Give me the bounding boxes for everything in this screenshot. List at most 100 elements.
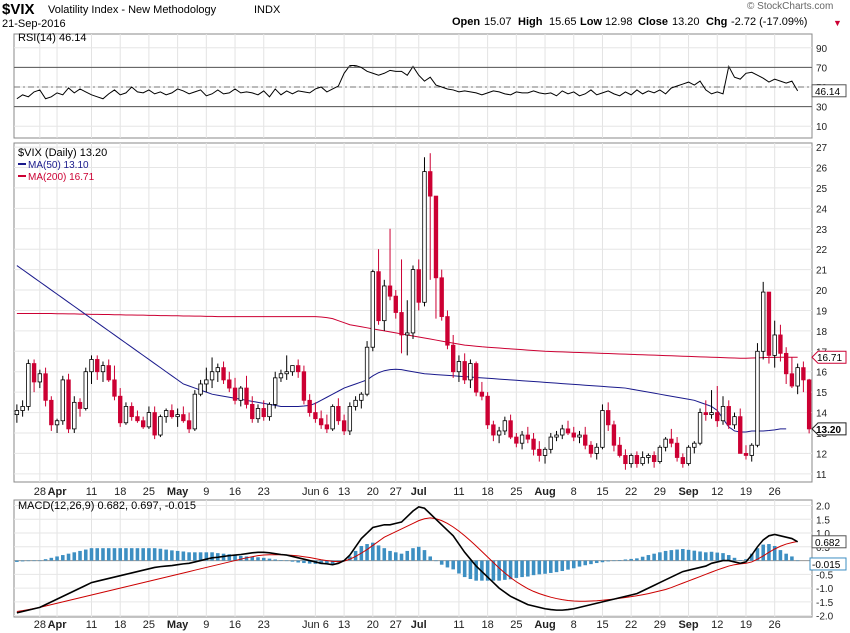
last-price-label: 13.20 <box>816 425 841 436</box>
candle-body <box>336 406 341 422</box>
candle-body <box>508 420 513 438</box>
candle-body <box>382 285 387 322</box>
candle-body <box>410 269 416 334</box>
macd-x-tick-label: Aug <box>534 619 555 631</box>
candle-body <box>565 428 571 434</box>
candle-body <box>738 416 743 454</box>
symbol: $VIX <box>2 1 35 18</box>
macd-x-tick-label: 25 <box>143 619 155 631</box>
candle-body <box>617 444 622 456</box>
macd-histogram-bar <box>640 556 645 561</box>
open-label: Open <box>452 16 481 28</box>
exchange: INDX <box>254 4 281 16</box>
macd-histogram-bar <box>761 544 765 561</box>
candle-body <box>112 379 117 397</box>
macd-histogram-bar <box>571 560 576 569</box>
candle-body <box>525 434 530 440</box>
macd-histogram-bar <box>468 560 473 580</box>
candle-body <box>227 379 232 389</box>
candle-body <box>548 436 553 450</box>
macd-histogram-bar <box>635 558 639 561</box>
macd-histogram-bar <box>325 560 329 564</box>
candle-body <box>715 412 720 422</box>
macd-x-tick-label: 15 <box>596 619 608 631</box>
macd-y-tick-label: 0.5 <box>816 543 830 554</box>
candle-body <box>789 373 795 387</box>
price-y-tick-label: 26 <box>816 164 828 175</box>
candle-body <box>106 365 111 381</box>
macd-x-tick-label: 18 <box>482 619 494 631</box>
x-tick-label: 22 <box>625 486 637 498</box>
rsi-y-tick-label: 70 <box>816 63 828 74</box>
macd-histogram-bar <box>210 552 214 561</box>
candle-body <box>772 334 777 356</box>
candle-body <box>66 379 71 430</box>
macd-histogram-bar <box>66 553 71 561</box>
macd-x-tick-label: 9 <box>203 619 209 631</box>
candle-body <box>577 434 582 438</box>
x-tick-label: 11 <box>453 486 464 498</box>
candle-body <box>100 365 106 373</box>
macd-histogram-bar <box>49 557 54 561</box>
candle-body <box>209 371 215 381</box>
x-tick-label: 26 <box>769 486 781 498</box>
macd-x-tick-label: 22 <box>625 619 637 631</box>
candle-body <box>26 363 31 407</box>
macd-histogram-bar <box>457 560 461 574</box>
candle-body <box>669 438 674 444</box>
macd-histogram-bar <box>78 550 82 561</box>
candle-body <box>537 448 542 456</box>
macd-histogram-bar <box>497 560 501 581</box>
macd-histogram-bar <box>124 548 128 561</box>
candle-body <box>399 312 404 336</box>
macd-x-tick-label: 25 <box>510 619 522 631</box>
macd-histogram-bar <box>376 545 381 561</box>
candle-body <box>347 406 353 432</box>
macd-histogram-bar <box>726 555 731 561</box>
price-y-tick-label: 11 <box>816 470 827 481</box>
macd-histogram-bar <box>141 548 145 561</box>
macd-histogram-bar <box>795 560 800 562</box>
macd-last-value-label: 0.682 <box>815 538 840 549</box>
macd-histogram-bar <box>600 560 605 563</box>
macd-histogram-bar <box>543 560 547 574</box>
macd-histogram-bar <box>681 549 685 561</box>
candle-body <box>749 444 754 456</box>
macd-histogram-bar <box>594 560 599 564</box>
candle-body <box>54 420 60 426</box>
macd-histogram-bar <box>32 560 36 562</box>
candle-body <box>456 361 462 373</box>
candle-body <box>692 442 697 448</box>
close-value: 13.20 <box>672 16 700 28</box>
x-tick-label: 25 <box>143 486 155 498</box>
x-tick-label: 18 <box>482 486 494 498</box>
x-tick-label: 15 <box>596 486 608 498</box>
macd-histogram-bar <box>566 560 570 570</box>
macd-histogram-bar <box>267 558 272 561</box>
candle-body <box>422 171 427 303</box>
candle-body <box>324 424 330 430</box>
macd-histogram-bar <box>250 556 255 561</box>
chart-header: $VIX Volatility Index - New Methodology … <box>0 0 850 34</box>
price-y-tick-label: 16 <box>816 368 828 379</box>
candle-body <box>83 371 88 409</box>
macd-histogram-bar <box>238 555 243 561</box>
price-y-tick-label: 20 <box>816 286 828 297</box>
macd-x-tick-label: 27 <box>390 619 402 631</box>
rsi-title: RSI(14) 46.14 <box>18 32 86 44</box>
macd-x-tick-label: 28 <box>34 619 46 631</box>
candle-body <box>571 432 576 438</box>
candle-body <box>519 434 525 444</box>
macd-y-tick-label: -2.0 <box>816 612 834 623</box>
macd-histogram-bar <box>371 542 375 561</box>
macd-histogram-bar <box>606 560 610 562</box>
candle-body <box>364 346 370 395</box>
candle-body <box>267 403 272 418</box>
candle-body <box>330 406 335 430</box>
x-tick-label: 23 <box>258 486 270 498</box>
candle-body <box>77 401 83 409</box>
macd-histogram-bar <box>135 548 140 561</box>
macd-histogram-bar <box>784 553 788 561</box>
candle-body <box>129 406 134 418</box>
macd-last-value-box <box>811 535 847 549</box>
